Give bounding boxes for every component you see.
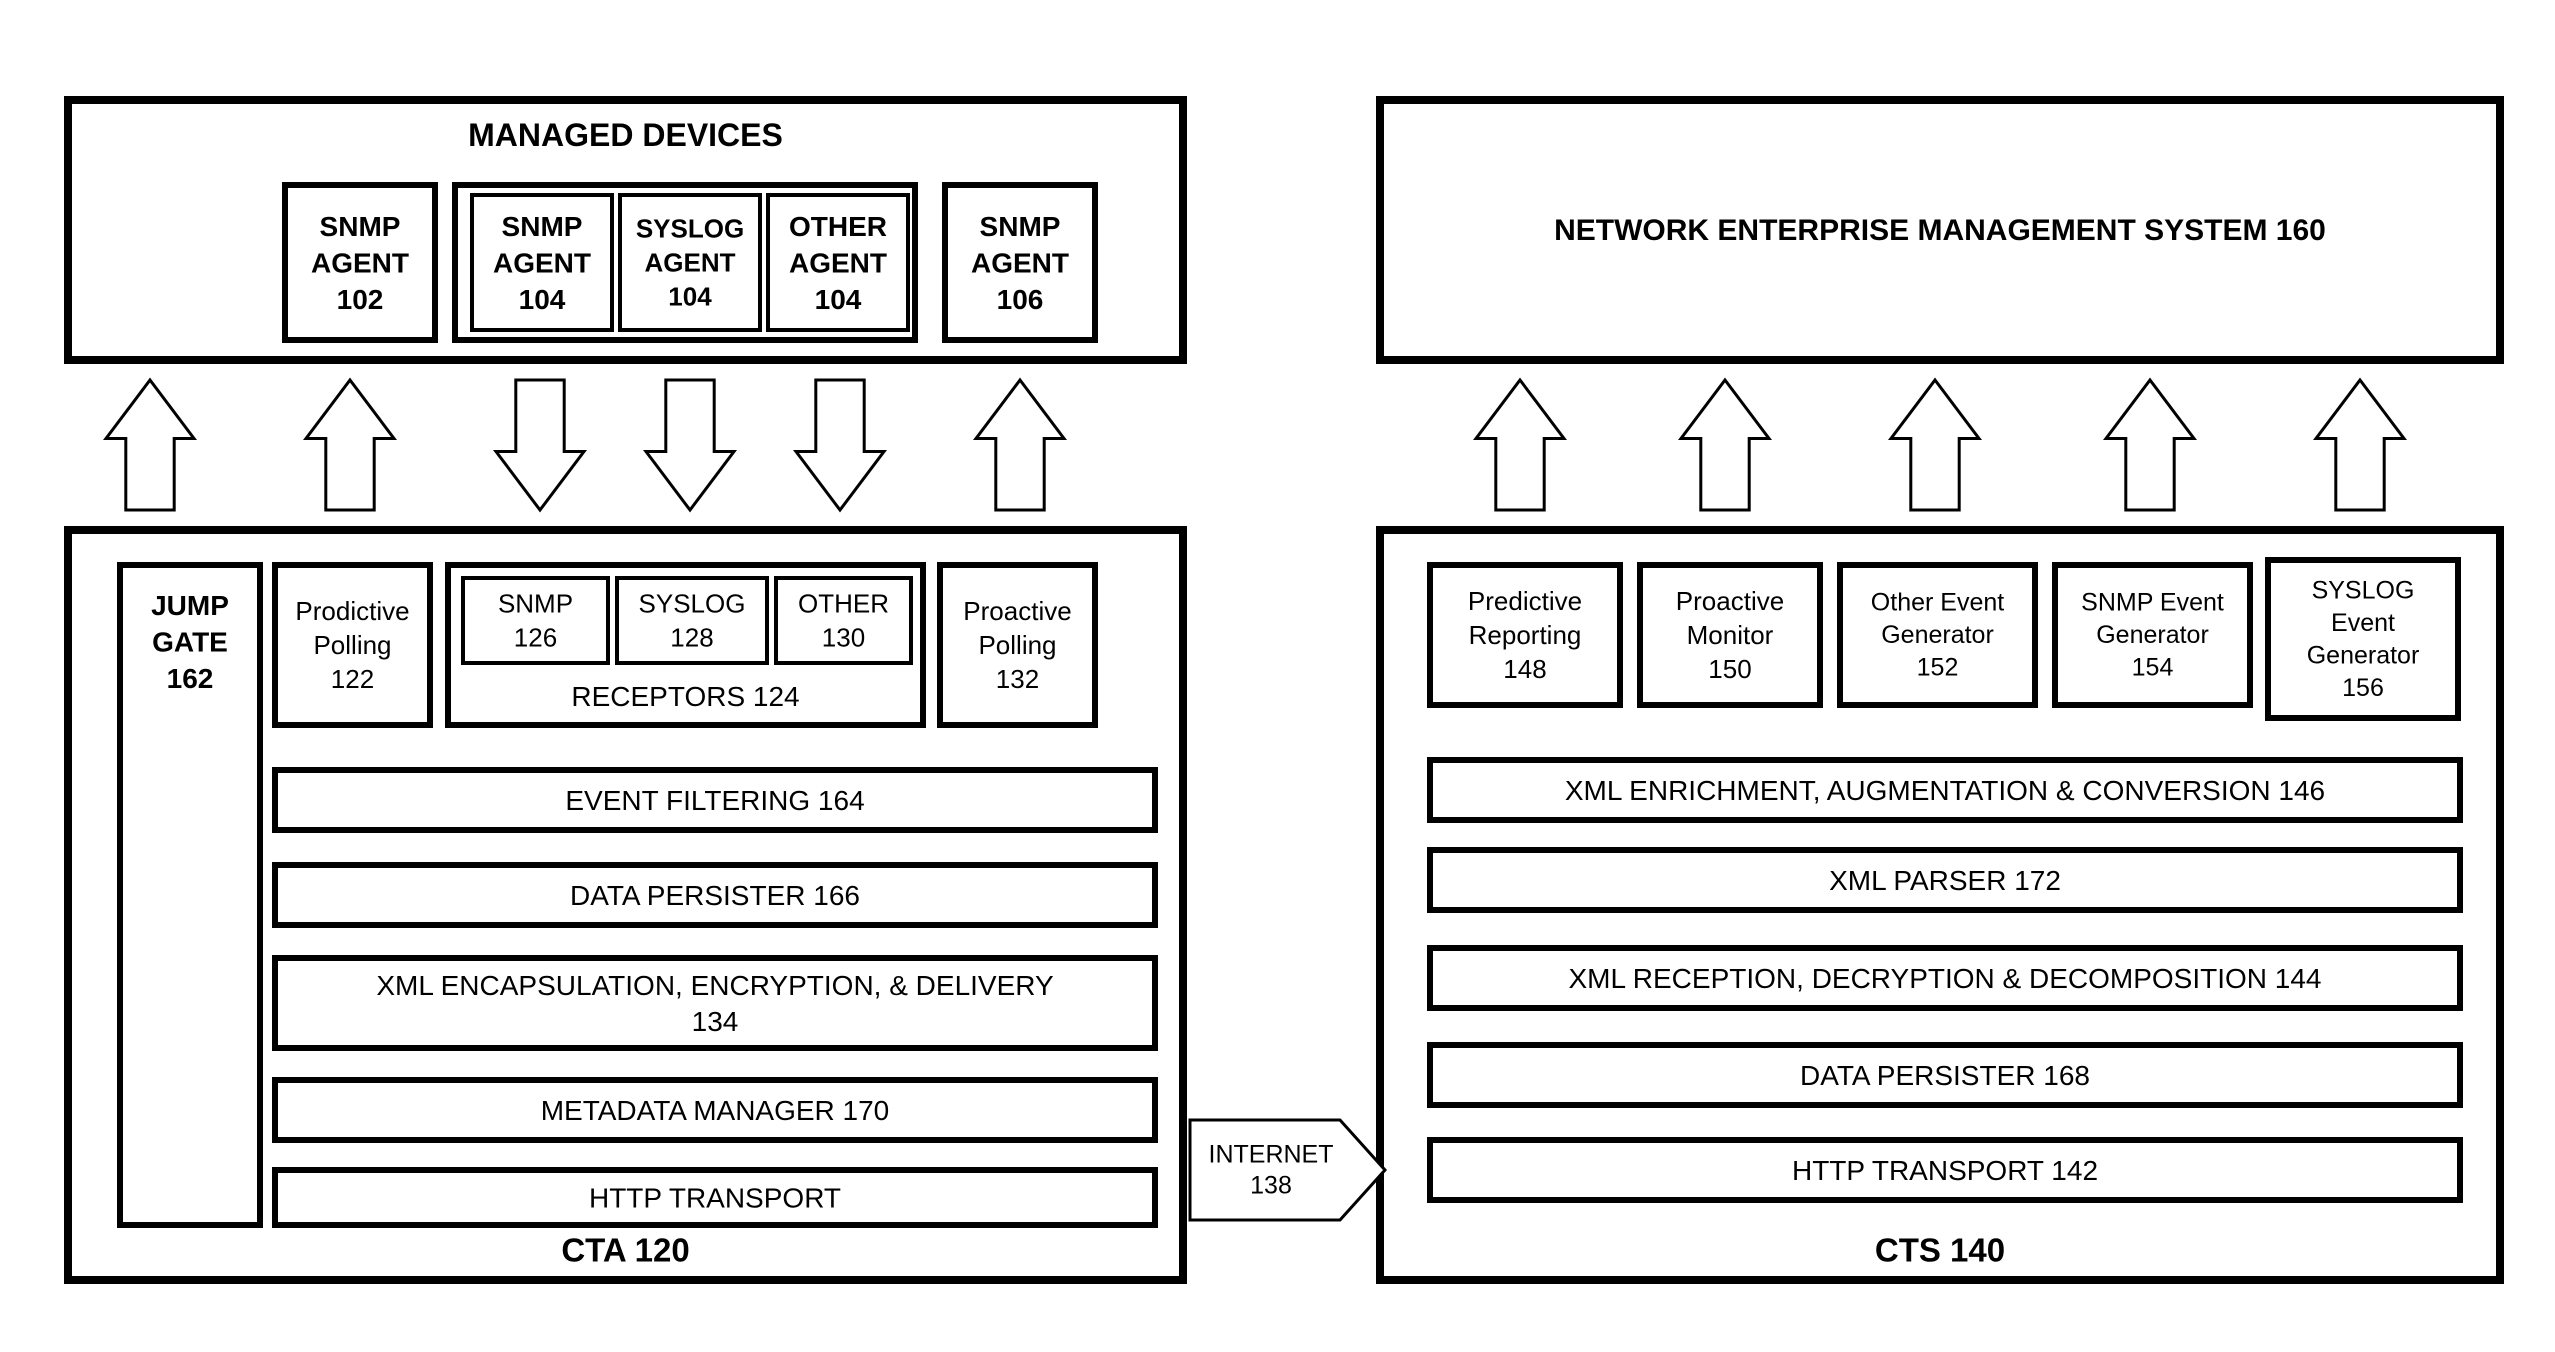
- xml_enrichment_146-label: XML ENRICHMENT, AUGMENTATION & CONVERSIO…: [1565, 775, 2325, 806]
- xml_parser_172-label: XML PARSER 172: [1829, 865, 2061, 896]
- arrow_right_2_up: [1681, 380, 1769, 510]
- arrow_right_4_up: [2106, 380, 2194, 510]
- data_persister_168-label: DATA PERSISTER 168: [1800, 1060, 2090, 1091]
- xml_reception_144-label: XML RECEPTION, DECRYPTION & DECOMPOSITIO…: [1568, 963, 2321, 994]
- arrow_right_5_up: [2316, 380, 2404, 510]
- arrow_right_3_up: [1891, 380, 1979, 510]
- arrow_left_4_down: [646, 380, 734, 510]
- arrow_left_5_down: [796, 380, 884, 510]
- arrow_left_6_up: [976, 380, 1064, 510]
- http_transport_left-label: HTTP TRANSPORT: [589, 1182, 841, 1213]
- cts_title-label: CTS 140: [1875, 1231, 2005, 1268]
- arrow_left_1_up: [106, 380, 194, 510]
- arrow_left_2_up: [306, 380, 394, 510]
- nems_160-label: NETWORK ENTERPRISE MANAGEMENT SYSTEM 160: [1554, 214, 2326, 247]
- internet_138: [1190, 1120, 1385, 1220]
- managed_devices_title-label: MANAGED DEVICES: [468, 117, 783, 153]
- metadata_manager_170-label: METADATA MANAGER 170: [541, 1095, 890, 1126]
- data_persister_166-label: DATA PERSISTER 166: [570, 880, 860, 911]
- event_filtering_164-label: EVENT FILTERING 164: [565, 785, 864, 816]
- system-architecture-diagram: MANAGED DEVICESSNMPAGENT102SNMPAGENT104S…: [0, 0, 2555, 1352]
- arrow_left_3_down: [496, 380, 584, 510]
- arrow_right_1_up: [1476, 380, 1564, 510]
- http_transport_142-label: HTTP TRANSPORT 142: [1792, 1155, 2098, 1186]
- receptors_title-label: RECEPTORS 124: [571, 681, 799, 712]
- cta_title-label: CTA 120: [561, 1231, 689, 1268]
